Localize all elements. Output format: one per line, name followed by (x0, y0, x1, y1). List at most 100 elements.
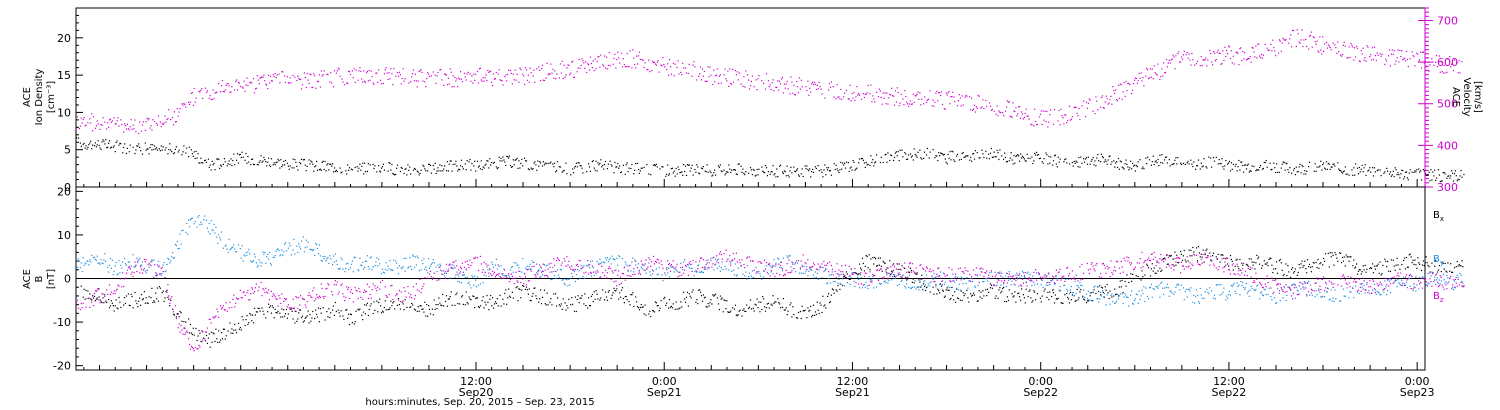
Bx-point (979, 296, 981, 298)
density-point (879, 161, 881, 164)
density-point (882, 161, 884, 164)
By-point (525, 268, 528, 270)
velocity-point (373, 83, 375, 85)
Bx-point (157, 300, 160, 302)
By-point (947, 286, 949, 288)
density-point (812, 168, 814, 170)
Bx-point (529, 299, 531, 301)
By-point (989, 282, 992, 284)
Bx-point (365, 304, 368, 306)
velocity-point (649, 71, 651, 73)
Bx-point (998, 289, 1000, 291)
velocity-point (1205, 57, 1207, 59)
density-point (333, 167, 336, 169)
Bx-point (124, 302, 127, 304)
Bx-point (954, 291, 956, 293)
velocity-point (163, 122, 165, 124)
Bx-point (364, 304, 366, 306)
Bx-point (332, 309, 334, 311)
Bx-point (880, 265, 882, 267)
By-point (336, 263, 338, 266)
velocity-point (636, 63, 639, 65)
By-point (911, 286, 913, 288)
density-point (258, 161, 260, 163)
velocity-point (732, 81, 735, 83)
Bx-point (845, 271, 848, 273)
density-point (940, 152, 943, 155)
density-point (103, 140, 105, 142)
velocity-point (800, 79, 802, 81)
By-point (352, 271, 354, 273)
By-point (103, 259, 105, 261)
velocity-point (1196, 60, 1199, 62)
By-point (615, 269, 617, 271)
Bx-point (522, 285, 524, 287)
Bx-point (875, 258, 877, 260)
Bx-point (1077, 299, 1079, 301)
velocity-point (841, 98, 843, 100)
Bx-point (950, 297, 952, 300)
velocity-point (1256, 57, 1258, 59)
By-point (796, 262, 799, 264)
velocity-point (524, 83, 526, 85)
density-point (864, 166, 866, 168)
velocity-point (151, 129, 153, 131)
density-point (537, 160, 539, 162)
velocity-point (1020, 111, 1023, 113)
density-point (392, 172, 394, 175)
Bx-point (1248, 258, 1250, 260)
velocity-point (363, 70, 365, 72)
velocity-point (298, 77, 300, 79)
Bx-point (1287, 265, 1289, 267)
Bx-point (1359, 269, 1361, 271)
By-point (483, 274, 485, 276)
Bx-point (113, 310, 115, 312)
velocity-point (459, 78, 461, 80)
velocity-point (132, 124, 134, 126)
velocity-point (589, 56, 592, 58)
density-point (120, 143, 122, 145)
Bx-point (924, 289, 927, 292)
Bx-point (425, 315, 427, 317)
velocity-point (1214, 60, 1216, 62)
By-point (850, 277, 852, 279)
density-point (533, 162, 535, 164)
By-point (344, 271, 346, 273)
By-point (944, 281, 946, 283)
density-point (912, 159, 914, 161)
Bx-point (658, 310, 660, 312)
By-point (1185, 288, 1187, 290)
velocity-point (516, 73, 518, 75)
density-point (1262, 167, 1264, 170)
density-point (719, 164, 721, 166)
density-point (687, 164, 689, 166)
velocity-point (1030, 123, 1032, 125)
density-point (438, 170, 440, 172)
Bx-point (745, 310, 747, 313)
density-point (871, 161, 873, 163)
density-point (1393, 176, 1395, 178)
Bx-point (1132, 273, 1134, 275)
By-point (1059, 286, 1061, 288)
density-point (1436, 177, 1438, 179)
velocity-point (1305, 38, 1307, 40)
By-point (426, 269, 428, 271)
By-point (627, 270, 629, 272)
By-point (740, 265, 742, 268)
By-point (1163, 293, 1165, 295)
velocity-point (1004, 110, 1007, 112)
velocity-point (134, 119, 136, 121)
By-point (1267, 293, 1269, 296)
density-point (452, 163, 454, 166)
Bx-point (1441, 261, 1443, 263)
density-point (443, 168, 445, 170)
Bx-point (96, 297, 98, 299)
density-point (319, 168, 321, 170)
density-point (126, 147, 128, 149)
density-point (1155, 160, 1157, 162)
Bx-point (146, 302, 148, 304)
velocity-point (618, 57, 620, 59)
By-point (334, 253, 336, 255)
Bx-point (995, 295, 997, 297)
